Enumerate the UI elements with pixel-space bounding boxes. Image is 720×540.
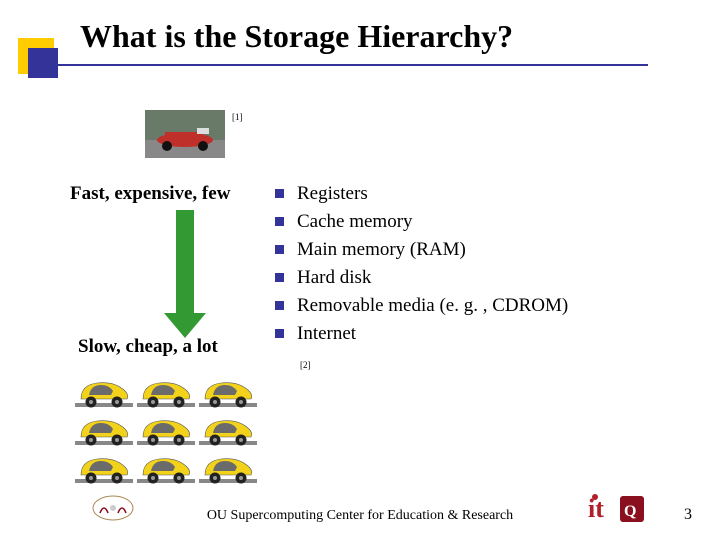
slide-title: What is the Storage Hierarchy? bbox=[80, 18, 513, 55]
car-icon bbox=[199, 375, 257, 411]
down-arrow-icon bbox=[160, 210, 210, 345]
racecar-image bbox=[145, 110, 225, 158]
svg-text:Q: Q bbox=[624, 503, 636, 520]
title-underline bbox=[28, 64, 648, 66]
list-item: Internet bbox=[275, 320, 568, 348]
car-icon bbox=[199, 451, 257, 487]
citation-1: [1] bbox=[232, 112, 243, 122]
list-item: Removable media (e. g. , CDROM) bbox=[275, 292, 568, 320]
slide-corner-decoration bbox=[18, 38, 60, 80]
list-item-text: Registers bbox=[297, 183, 368, 204]
hierarchy-list: Registers Cache memory Main memory (RAM)… bbox=[275, 180, 568, 348]
car-icon bbox=[75, 413, 133, 449]
car-icon bbox=[75, 451, 133, 487]
car-icon bbox=[137, 451, 195, 487]
car-icon bbox=[75, 375, 133, 411]
list-item: Cache memory bbox=[275, 208, 568, 236]
it-ou-logo-icon: it Q bbox=[588, 493, 648, 530]
list-item-text: Cache memory bbox=[297, 211, 413, 232]
list-item-text: Hard disk bbox=[297, 267, 371, 288]
list-item-text: Main memory (RAM) bbox=[297, 239, 466, 260]
car-icon bbox=[137, 375, 195, 411]
list-item-text: Removable media (e. g. , CDROM) bbox=[297, 295, 568, 316]
label-slow: Slow, cheap, a lot bbox=[78, 336, 218, 358]
list-item: Hard disk bbox=[275, 264, 568, 292]
list-item: Registers bbox=[275, 180, 568, 208]
label-fast: Fast, expensive, few bbox=[70, 183, 230, 205]
list-item-text: Internet bbox=[297, 323, 356, 344]
car-grid-image bbox=[75, 375, 257, 487]
car-icon bbox=[137, 413, 195, 449]
slide-number: 3 bbox=[684, 506, 692, 524]
car-icon bbox=[199, 413, 257, 449]
list-item: Main memory (RAM) bbox=[275, 236, 568, 264]
citation-2: [2] bbox=[300, 360, 311, 370]
